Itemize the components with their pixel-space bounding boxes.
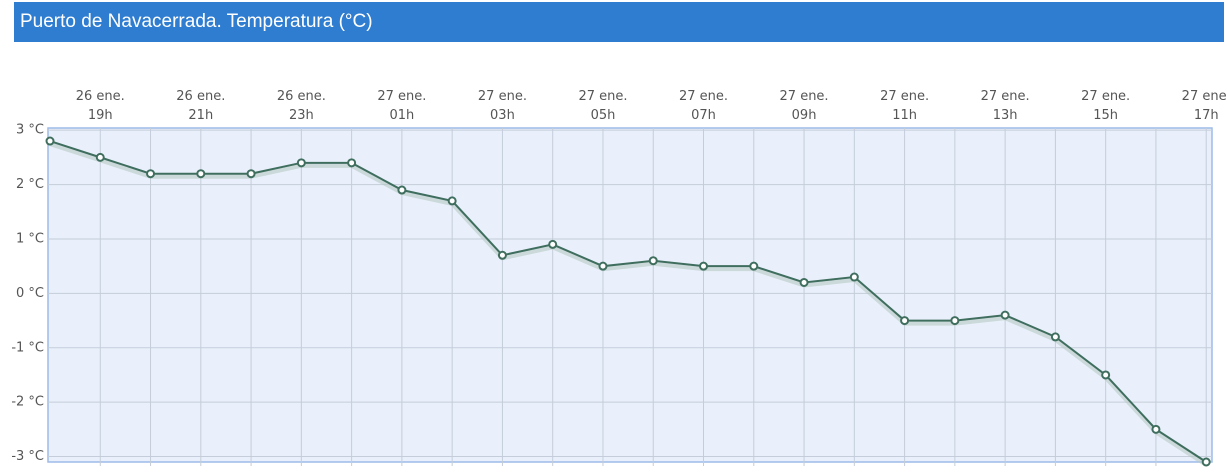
x-tick-label-line: 13h [993,108,1018,123]
plot-area [47,127,1213,463]
x-tick-label: 27 ene. 11h [880,89,929,123]
x-tick-label-line: 23h [289,108,314,123]
line [49,140,1207,463]
x-tick-label: 26 ene. 23h [277,89,326,123]
x-tick-label-line: 27 ene. [377,89,426,104]
x-tick-label-line: 27 ene. [1081,89,1130,104]
point [296,158,306,168]
x-tick-label-line: 26 ene. [176,89,225,104]
x-tick-label-line: 01h [389,108,414,123]
x-tick-label-line: 26 ene. [76,89,125,104]
x-tick-label: 27 ene. 15h [1081,89,1130,123]
x-tick-label: 27 ene. 05h [578,89,627,123]
line-shadow [49,142,1208,467]
x-tick-label: 27 ene. 13h [981,89,1030,123]
x-tick-label: 26 ene. 21h [176,89,225,123]
chart-title: Puerto de Navacerrada. Temperatura (°C) [14,2,1224,42]
x-tick-label: 27 ene. 03h [478,89,527,123]
point [95,152,105,162]
point [648,256,658,266]
x-tick-label-line: 15h [1093,108,1118,123]
x-tick-label-line: 27 ene. [780,89,829,104]
y-tick-label: -1 °C [11,340,44,355]
x-tick-label-line: 27 ene. [679,89,728,104]
point [347,158,357,168]
point [1201,457,1211,467]
point [950,316,960,326]
point [146,169,156,179]
y-tick-label: -2 °C [11,395,44,410]
x-tick-label-line: 27 ene. [578,89,627,104]
point [1151,424,1161,434]
point [246,169,256,179]
point [598,261,608,271]
x-tick-label: 26 ene. 19h [76,89,125,123]
point [900,316,910,326]
point [548,239,558,249]
y-tick-label: -3 °C [11,449,44,464]
x-tick-label-line: 05h [591,108,616,123]
x-tick-label: 27 ene. 17h [1182,89,1227,123]
y-tick-label: 1 °C [16,231,44,246]
x-tick-label-line: 07h [691,108,716,123]
x-tick-label-line: 21h [188,108,213,123]
x-tick-label-line: 17h [1194,108,1219,123]
point [799,277,809,287]
y-tick-label: 0 °C [16,286,44,301]
y-tick-label: 2 °C [16,177,44,192]
x-tick-label-line: 26 ene. [277,89,326,104]
point [1050,332,1060,342]
point [699,261,709,271]
point [1000,310,1010,320]
point [45,136,55,146]
x-tick-label-line: 11h [892,108,917,123]
x-tick-label-line: 03h [490,108,515,123]
y-tick-label: 3 °C [16,123,44,138]
x-tick-label-line: 09h [792,108,817,123]
point [749,261,759,271]
point [849,272,859,282]
point [196,169,206,179]
point [447,196,457,206]
x-tick-label: 27 ene. 09h [780,89,829,123]
x-tick-label: 27 ene. 01h [377,89,426,123]
point [1101,370,1111,380]
x-tick-label-line: 27 ene. [1182,89,1227,104]
point [397,185,407,195]
x-tick-label: 27 ene. 07h [679,89,728,123]
x-tick-label-line: 27 ene. [880,89,929,104]
x-tick-label-line: 27 ene. [981,89,1030,104]
x-tick-label-line: 19h [88,108,113,123]
x-tick-label-line: 27 ene. [478,89,527,104]
point [497,250,507,260]
